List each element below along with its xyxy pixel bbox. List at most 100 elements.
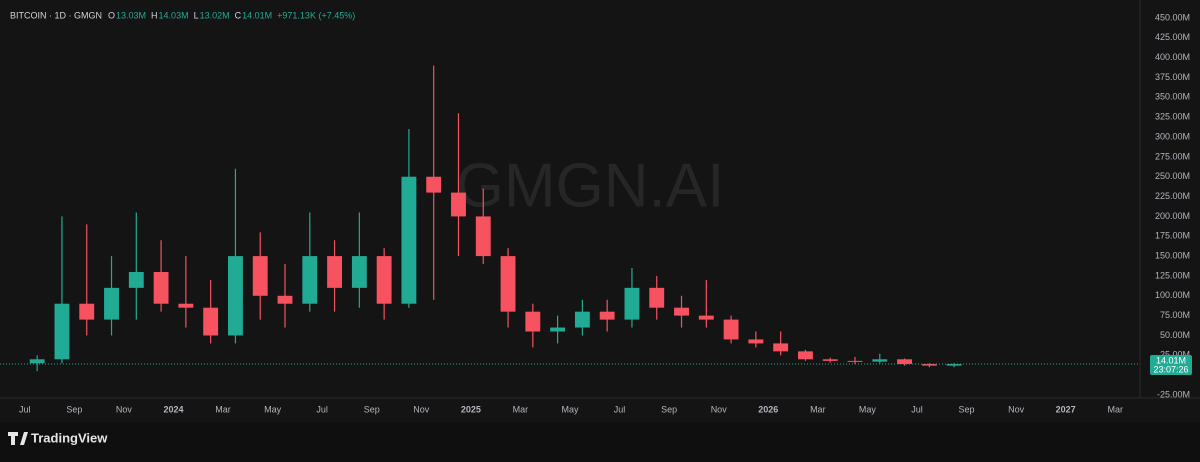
x-tick-label: Sep [364,404,380,414]
candle-body [228,256,243,336]
x-tick-label: Jul [19,404,31,414]
brand: TradingView [8,430,108,445]
x-tick-label: 2024 [163,404,183,414]
candle-body [872,359,888,362]
x-tick-label: 2026 [758,404,778,414]
x-tick-label: Nov [413,404,430,414]
x-tick-label: Mar [215,404,231,414]
legend-key: L [194,10,199,20]
candle-body [773,343,789,352]
candle-body [698,315,714,320]
x-tick-label: Sep [661,404,677,414]
y-tick-label: 450.00M [1155,12,1190,22]
x-tick-label: Jul [911,404,923,414]
candle-body [550,327,566,332]
legend-change: +971.13K (+7.45%) [277,10,355,20]
x-tick-label: May [561,404,579,414]
legend-key: O [108,10,115,20]
y-tick-label: 325.00M [1155,112,1190,122]
candle-body [302,256,318,304]
candle-body [599,311,615,320]
y-tick-label: 150.00M [1155,250,1190,260]
y-tick-label: 25.00M [1160,350,1190,360]
candle-body [351,256,367,288]
x-tick-label: Nov [711,404,728,414]
brand-name: TradingView [31,430,108,445]
y-tick-label: 350.00M [1155,92,1190,102]
candle-body [277,295,293,304]
x-tick-label: Nov [116,404,133,414]
legend-symbol: BITCOIN · 1D · GMGN [10,10,102,20]
candle-body [674,307,689,316]
x-tick-label: Jul [614,404,626,414]
legend-value: 14.03M [159,10,189,20]
candle-body [178,303,194,308]
last-price-label: 14.01M [1156,355,1186,365]
candle-body [574,311,590,328]
x-tick-label: Mar [513,404,529,414]
candle-body [252,256,268,296]
candle-body [500,256,516,312]
y-tick-label: 125.00M [1155,270,1190,280]
candle-body [401,176,417,304]
candle-body [624,287,640,320]
chart-background [0,0,1200,422]
y-tick-label: 200.00M [1155,211,1190,221]
y-tick-label: 375.00M [1155,72,1190,82]
x-tick-label: Mar [810,404,826,414]
candle-body [79,303,95,320]
brand-logo [8,432,28,445]
y-tick-label: 300.00M [1155,131,1190,141]
y-tick-label: 250.00M [1155,171,1190,181]
x-tick-label: May [859,404,877,414]
y-tick-label: 100.00M [1155,290,1190,300]
candle-body [203,307,219,336]
x-tick-label: May [264,404,282,414]
last-price-box [1150,355,1192,376]
candle-body [723,319,739,340]
legend-key: C [235,10,242,20]
x-tick-label: Nov [1008,404,1025,414]
candle-body [104,287,119,320]
candle-body [525,311,541,332]
legend-key: H [151,10,158,20]
y-tick-label: 50.00M [1160,330,1190,340]
candle-body [921,364,937,366]
legend-value: 13.03M [116,10,146,20]
candle-body [897,359,912,365]
candle-body [128,271,144,288]
y-tick-label: 225.00M [1155,191,1190,201]
plot [0,65,1140,372]
y-tick-label: 425.00M [1155,32,1190,42]
candle-body [649,287,665,308]
candle-body [29,359,45,364]
x-tick-label: Sep [959,404,975,414]
legend-value: 13.02M [200,10,230,20]
candle-body [376,256,392,304]
x-tick-label: 2027 [1056,404,1076,414]
candle-body [153,271,169,304]
y-tick-label: -25.00M [1157,389,1190,399]
candle-body [54,303,70,360]
candle-body [946,364,962,366]
x-tick-label: Mar [1107,404,1123,414]
countdown: 23:07:26 [1153,364,1188,374]
y-tick-label: 175.00M [1155,231,1190,241]
candle-body [475,216,491,257]
candle-body [451,192,466,217]
x-tick-label: Sep [66,404,82,414]
candle-body [327,256,342,288]
candle-body [748,339,764,344]
candle-body [822,359,838,361]
candle-body [426,176,442,193]
watermark: GMGN.AI [456,151,725,220]
x-tick-label: Jul [316,404,328,414]
legend-value: 14.01M [242,10,272,20]
candle-body [847,360,863,362]
y-tick-label: 75.00M [1160,310,1190,320]
y-tick-label: 400.00M [1155,52,1190,62]
candle-body [798,351,813,360]
y-tick-label: 275.00M [1155,151,1190,161]
